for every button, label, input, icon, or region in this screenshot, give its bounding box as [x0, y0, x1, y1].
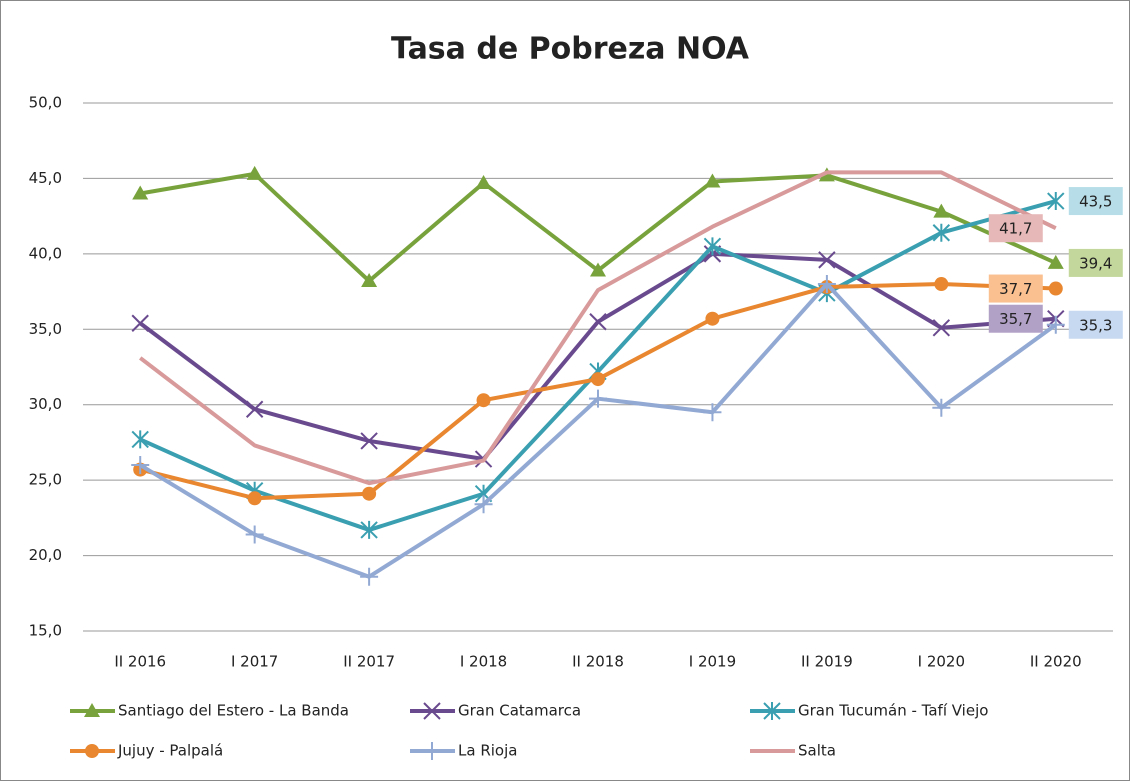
- marker: [591, 372, 605, 387]
- marker: [361, 273, 378, 288]
- legend-label: Gran Catamarca: [458, 702, 581, 720]
- legend-label: Santiago del Estero - La Banda: [118, 702, 349, 720]
- value-label: 43,5: [1079, 193, 1112, 211]
- value-label: 37,7: [999, 280, 1032, 298]
- marker: [131, 314, 149, 332]
- marker: [817, 275, 836, 294]
- value-label: 35,3: [1079, 316, 1112, 334]
- marker: [132, 185, 149, 200]
- value-label-box: [988, 274, 1043, 303]
- marker: [818, 251, 836, 269]
- legend-label: Salta: [798, 742, 836, 760]
- marker: [423, 742, 441, 760]
- marker: [705, 311, 720, 326]
- legend-label: Gran Tucumán - Tafí Viejo: [798, 702, 988, 720]
- y-tick-label: 50,0: [29, 94, 62, 112]
- marker: [131, 456, 150, 475]
- marker: [933, 203, 950, 218]
- marker: [423, 702, 441, 720]
- value-label-box: [1068, 248, 1123, 277]
- marker: [245, 400, 264, 418]
- marker: [932, 398, 951, 417]
- marker: [590, 262, 606, 277]
- marker: [932, 223, 951, 242]
- y-tick-label: 35,0: [29, 320, 62, 338]
- marker: [360, 567, 379, 586]
- marker: [362, 486, 377, 501]
- marker: [703, 237, 722, 256]
- x-tick-label: I 2020: [918, 653, 965, 671]
- x-tick-label: II 2018: [572, 653, 624, 671]
- marker: [475, 174, 492, 189]
- y-tick-label: 15,0: [29, 622, 62, 640]
- value-label: 39,4: [1079, 254, 1112, 272]
- marker: [85, 744, 99, 758]
- marker: [1047, 192, 1065, 211]
- value-label-box: [988, 304, 1043, 333]
- marker: [84, 703, 100, 717]
- marker: [247, 491, 262, 506]
- value-label: 35,7: [999, 310, 1032, 328]
- value-label-box: [1068, 187, 1123, 216]
- marker: [1048, 281, 1063, 296]
- chart-title: Tasa de Pobreza NOA: [391, 32, 750, 67]
- x-tick-label: I 2019: [689, 653, 736, 671]
- marker: [476, 393, 491, 408]
- y-tick-label: 25,0: [29, 471, 62, 489]
- marker: [1046, 315, 1065, 334]
- y-tick-label: 40,0: [29, 244, 62, 262]
- x-tick-label: I 2017: [231, 653, 278, 671]
- y-tick-label: 20,0: [29, 546, 62, 564]
- marker: [1047, 254, 1064, 269]
- marker: [245, 525, 264, 544]
- marker: [589, 389, 607, 408]
- marker: [934, 277, 949, 292]
- marker: [360, 520, 378, 539]
- marker: [763, 702, 781, 720]
- value-label: 41,7: [999, 220, 1032, 238]
- legend-label: Jujuy - Palpalá: [117, 742, 223, 760]
- legend-label: La Rioja: [458, 742, 517, 760]
- marker: [703, 403, 722, 422]
- marker: [932, 319, 951, 337]
- value-label-box: [1068, 310, 1123, 339]
- series-line: [139, 170, 1057, 486]
- marker: [246, 165, 263, 180]
- x-tick-label: II 2020: [1030, 653, 1082, 671]
- x-tick-label: II 2016: [114, 653, 166, 671]
- x-tick-label: I 2018: [460, 653, 507, 671]
- x-tick-label: II 2017: [343, 653, 395, 671]
- y-tick-label: 45,0: [29, 169, 62, 187]
- value-label-box: [988, 214, 1043, 243]
- marker: [360, 432, 378, 450]
- marker: [131, 430, 149, 449]
- x-tick-label: II 2019: [801, 653, 853, 671]
- marker: [704, 173, 721, 188]
- marker: [589, 313, 607, 331]
- y-tick-label: 30,0: [29, 395, 62, 413]
- marker: [474, 495, 493, 514]
